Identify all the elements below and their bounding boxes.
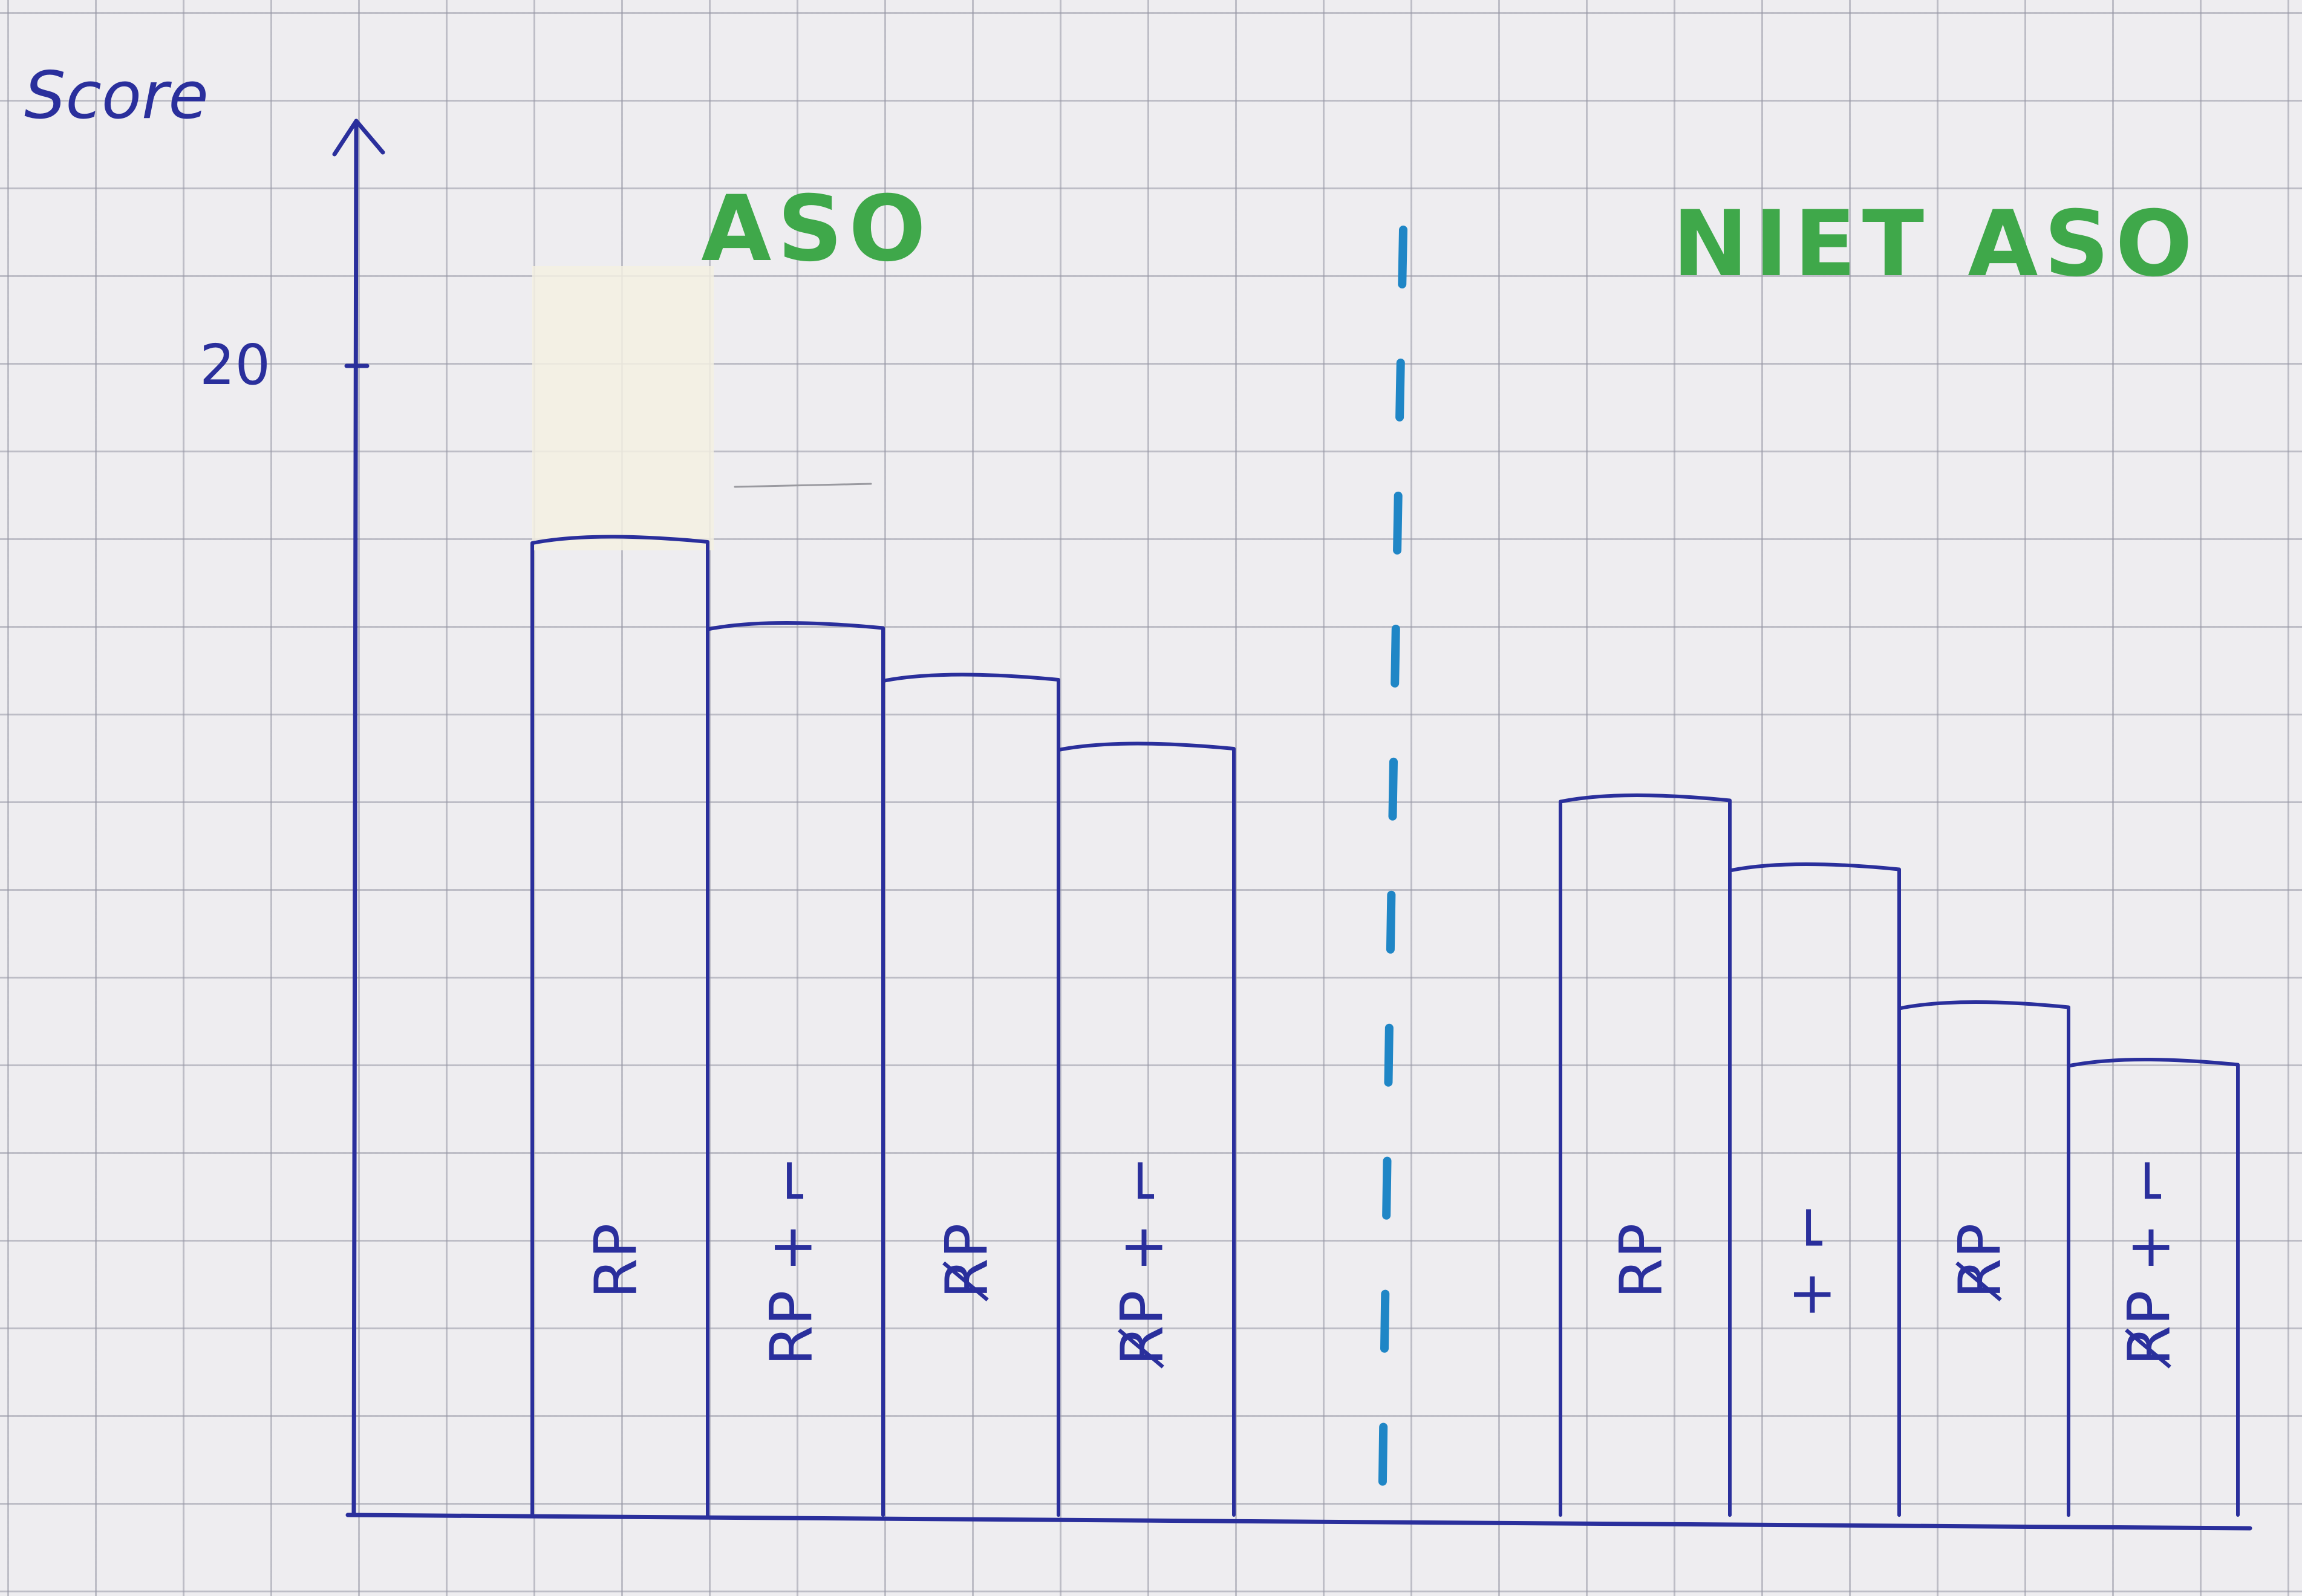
x-axis [345,1513,2252,1531]
bar-0-1 [706,621,885,1517]
bar-1-2 [1897,1000,2070,1517]
bar-label-0-2: R̸P [933,1223,1000,1302]
bar-1-1 [1728,862,1901,1517]
bar-0-0 [530,535,709,1517]
group-title-0: ASO [701,177,932,282]
bar-label-1-3: R̸P + ⌐ [2115,1156,2183,1369]
y-axis-label: Score [24,58,209,134]
bar-label-0-3: R̸P + ⌐ [1108,1156,1176,1369]
y-axis [351,119,359,1517]
bar-label-1-0: RP [1607,1223,1675,1299]
bar-0-3 [1057,741,1236,1517]
y-axis-arrow [332,119,385,157]
pencil-mark [734,483,872,488]
bar-label-0-1: RP + ⌐ [757,1156,825,1366]
bar-label-1-2: R̸P [1946,1223,2013,1302]
bar-1-0 [1559,793,1732,1517]
bar-0-2 [881,673,1060,1517]
y-tick-label-20: 20 [200,333,270,397]
group-divider [1378,226,1407,1528]
group-title-1: NIET ASO [1672,192,2199,297]
bar-label-1-1: + ⌐ [1776,1203,1844,1318]
bar-1-3 [2067,1057,2240,1517]
masking-tape [532,266,714,550]
bar-label-0-0: RP [582,1223,650,1299]
